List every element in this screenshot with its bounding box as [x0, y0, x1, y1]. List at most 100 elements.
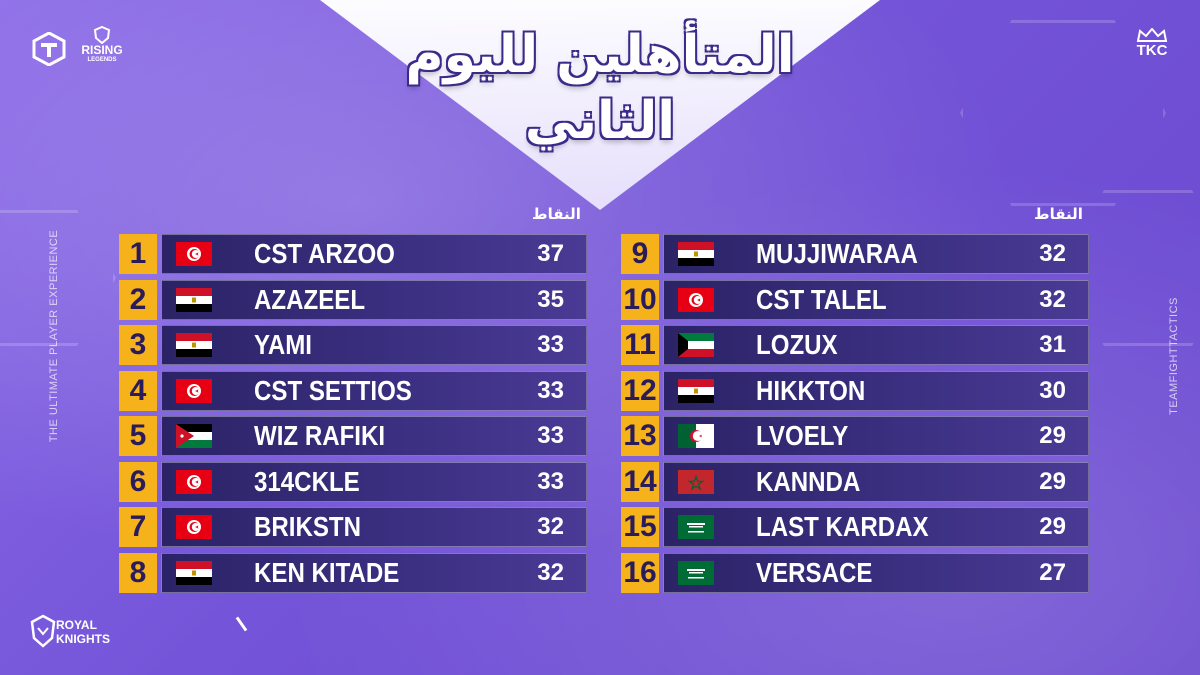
player-bar: LOZUX 31	[663, 325, 1089, 365]
player-points: 27	[1039, 558, 1066, 586]
rank-badge: 16	[621, 552, 659, 593]
knights-logo-text: KNIGHTS	[56, 632, 110, 646]
standings-row: 5 WIZ RAFIKI 33	[119, 416, 587, 456]
standings-row: 16 VERSACE 27	[621, 552, 1089, 593]
player-name: LVOELY	[756, 420, 849, 451]
standings-row: 8 KEN KITADE 32	[119, 552, 587, 593]
player-name: 314CKLE	[254, 465, 360, 497]
points-header-left: النقاط	[532, 205, 581, 223]
player-points: 33	[537, 467, 564, 495]
player-points: 33	[537, 422, 564, 449]
rank-badge: 9	[621, 234, 659, 274]
side-tagline-left: THE ULTIMATE PLAYER EXPERIENCE	[48, 229, 61, 443]
player-name: BRIKSTN	[254, 511, 362, 542]
standings-row: 2 AZAZEEL 35	[119, 279, 587, 320]
player-name: YAMI	[254, 329, 312, 360]
egypt-flag-icon	[678, 242, 714, 266]
player-points: 29	[1039, 422, 1066, 449]
legends-logo-text: LEGENDS	[87, 57, 117, 63]
player-points: 32	[1039, 240, 1066, 267]
rank-badge: 5	[119, 416, 157, 456]
player-name: LAST KARDAX	[756, 511, 929, 542]
rising-legends-emblem-icon	[93, 25, 111, 45]
rank-badge: 6	[119, 461, 157, 502]
algeria-flag-icon	[678, 424, 714, 448]
player-points: 31	[1039, 331, 1066, 358]
player-points: 35	[537, 285, 564, 313]
knight-shield-icon	[30, 614, 56, 648]
standings-row: 3 YAMI 33	[119, 325, 587, 365]
player-bar: LVOELY 29	[663, 416, 1089, 456]
rank-badge: 13	[621, 416, 659, 456]
player-bar: HIKKTON 30	[663, 370, 1089, 411]
player-bar: BRIKSTN 32	[161, 507, 587, 547]
standings-row: 15 LAST KARDAX 29	[621, 507, 1089, 547]
player-bar: LAST KARDAX 29	[663, 507, 1089, 547]
royal-knights-logo: ROYAL KNIGHTS	[30, 614, 110, 650]
standings-row: 9 MUJJIWARAA 32	[621, 234, 1089, 274]
rank-badge: 7	[119, 507, 157, 547]
player-bar: CST SETTIOS 33	[161, 370, 587, 411]
player-bar: KEN KITADE 32	[161, 552, 587, 593]
tunisia-flag-icon	[678, 287, 714, 312]
standings-row: 14 KANNDA 29	[621, 461, 1089, 502]
rising-logo-text: RISING	[81, 43, 123, 57]
player-bar: WIZ RAFIKI 33	[161, 416, 587, 456]
rank-badge: 11	[621, 325, 659, 365]
rank-badge: 10	[621, 279, 659, 320]
saudi-flag-icon	[678, 560, 714, 585]
player-points: 32	[537, 558, 564, 586]
player-points: 30	[1039, 376, 1066, 404]
egypt-flag-icon	[678, 378, 714, 403]
player-name: WIZ RAFIKI	[254, 420, 386, 451]
player-name: KANNDA	[756, 465, 861, 497]
tunisia-flag-icon	[176, 242, 212, 266]
standings-row: 10 CST TALEL 32	[621, 279, 1089, 320]
side-tagline-right: TEAMFIGHTTACTICS	[1167, 297, 1180, 415]
tkc-logo-text: TKC	[1136, 42, 1168, 59]
standings-row: 7 BRIKSTN 32	[119, 507, 587, 547]
kuwait-flag-icon	[678, 333, 714, 357]
player-bar: MUJJIWARAA 32	[663, 234, 1089, 274]
player-name: MUJJIWARAA	[756, 238, 918, 269]
page-title: المتأهلين لليوم الثاني	[300, 22, 900, 154]
rank-badge: 15	[621, 507, 659, 547]
hexagon-decoration	[960, 20, 1166, 206]
player-name: LOZUX	[756, 329, 838, 360]
rank-badge: 12	[621, 370, 659, 411]
rank-badge: 14	[621, 461, 659, 502]
t-logo-icon	[32, 31, 66, 67]
rank-badge: 8	[119, 552, 157, 593]
rising-legends-logo: RISING LEGENDS	[80, 25, 124, 70]
morocco-flag-icon	[678, 469, 714, 494]
player-bar: AZAZEEL 35	[161, 279, 587, 320]
rank-badge: 3	[119, 325, 157, 365]
player-name: AZAZEEL	[254, 283, 366, 315]
player-name: CST ARZOO	[254, 238, 395, 269]
player-bar: VERSACE 27	[663, 552, 1089, 593]
player-bar: CST TALEL 32	[663, 279, 1089, 320]
standings-row: 1 CST ARZOO 37	[119, 234, 587, 274]
saudi-flag-icon	[678, 515, 714, 539]
player-bar: CST ARZOO 37	[161, 234, 587, 274]
jordan-flag-icon	[176, 424, 212, 448]
tunisia-flag-icon	[176, 515, 212, 539]
player-points: 32	[1039, 285, 1066, 313]
rank-badge: 1	[119, 234, 157, 274]
player-bar: YAMI 33	[161, 325, 587, 365]
player-points: 33	[537, 331, 564, 358]
player-name: KEN KITADE	[254, 556, 400, 588]
player-name: CST TALEL	[756, 283, 887, 315]
player-bar: KANNDA 29	[663, 461, 1089, 502]
tkc-logo: TKC	[1132, 27, 1172, 68]
egypt-flag-icon	[176, 287, 212, 312]
player-points: 32	[537, 513, 564, 540]
player-bar: 314CKLE 33	[161, 461, 587, 502]
rank-badge: 4	[119, 370, 157, 411]
royal-logo-text: ROYAL	[56, 618, 97, 632]
standings-row: 4 CST SETTIOS 33	[119, 370, 587, 411]
egypt-flag-icon	[176, 333, 212, 357]
hexagon-decoration	[0, 210, 116, 346]
crown-icon	[1136, 27, 1168, 42]
rank-badge: 2	[119, 279, 157, 320]
